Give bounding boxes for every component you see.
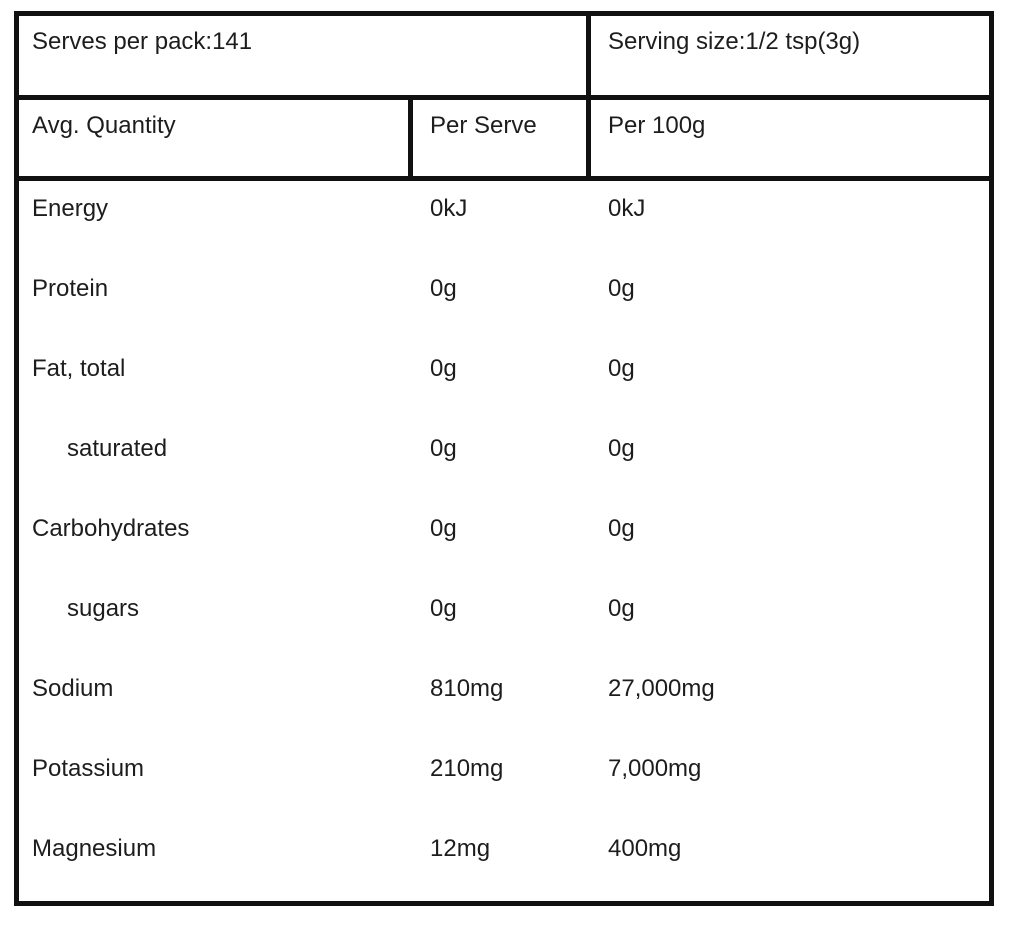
per-100g-value: 0g: [608, 595, 635, 622]
column-header-row: Avg. Quantity Per Serve Per 100g: [19, 100, 989, 181]
serves-per-pack: Serves per pack:141: [19, 16, 591, 95]
per-100g-value: 0kJ: [608, 195, 646, 222]
nutrient-row: Energy 0kJ 0kJ: [19, 181, 989, 261]
column-header-per-100g: Per 100g: [608, 112, 706, 139]
nutrient-label: Sodium: [32, 675, 114, 702]
per-100g-value: 27,000mg: [608, 675, 715, 702]
nutrient-row: Carbohydrates 0g 0g: [19, 501, 989, 581]
pack-info-row: Serves per pack:141 Serving size:1/2 tsp…: [19, 16, 989, 100]
column-header-avg-quantity: Avg. Quantity: [19, 100, 413, 176]
nutrient-label: Protein: [32, 275, 109, 302]
nutrient-row: sugars 0g 0g: [19, 581, 989, 661]
nutrient-row: Potassium 210mg 7,000mg: [19, 741, 989, 821]
nutrient-row: Protein 0g 0g: [19, 261, 989, 341]
per-serve-value: 810mg: [430, 675, 504, 702]
per-100g-value: 7,000mg: [608, 755, 702, 782]
per-serve-value: 0g: [430, 435, 457, 462]
nutrient-label: Fat, total: [32, 355, 126, 382]
per-100g-value: 0g: [608, 515, 635, 542]
nutrient-row: saturated 0g 0g: [19, 421, 989, 501]
column-header-per-serve: Per Serve: [413, 100, 591, 176]
per-serve-value: 12mg: [430, 835, 491, 862]
per-serve-value: 0g: [430, 515, 457, 542]
serving-size: Serving size:1/2 tsp(3g): [608, 28, 861, 55]
per-serve-value: 0g: [430, 595, 457, 622]
per-serve-value: 0g: [430, 275, 457, 302]
nutrient-row: Magnesium 12mg 400mg: [19, 821, 989, 901]
per-100g-value: 0g: [608, 435, 635, 462]
per-serve-value: 0kJ: [430, 195, 468, 222]
per-serve-value: 0g: [430, 355, 457, 382]
nutrient-label: Potassium: [32, 755, 145, 782]
nutrition-information-table: Serves per pack:141 Serving size:1/2 tsp…: [14, 11, 994, 906]
per-100g-value: 0g: [608, 355, 635, 382]
nutrient-label: Energy: [32, 195, 109, 222]
nutrient-label: Magnesium: [32, 835, 157, 862]
per-100g-value: 0g: [608, 275, 635, 302]
per-100g-value: 400mg: [608, 835, 682, 862]
nutrient-row: Fat, total 0g 0g: [19, 341, 989, 421]
nutrient-label: Carbohydrates: [32, 515, 190, 542]
nutrient-rows: Energy 0kJ 0kJ Protein 0g 0g Fat, total …: [19, 181, 989, 901]
nutrient-row: Sodium 810mg 27,000mg: [19, 661, 989, 741]
per-serve-value: 210mg: [430, 755, 504, 782]
nutrient-label: saturated: [67, 435, 168, 462]
nutrient-label: sugars: [67, 595, 140, 622]
